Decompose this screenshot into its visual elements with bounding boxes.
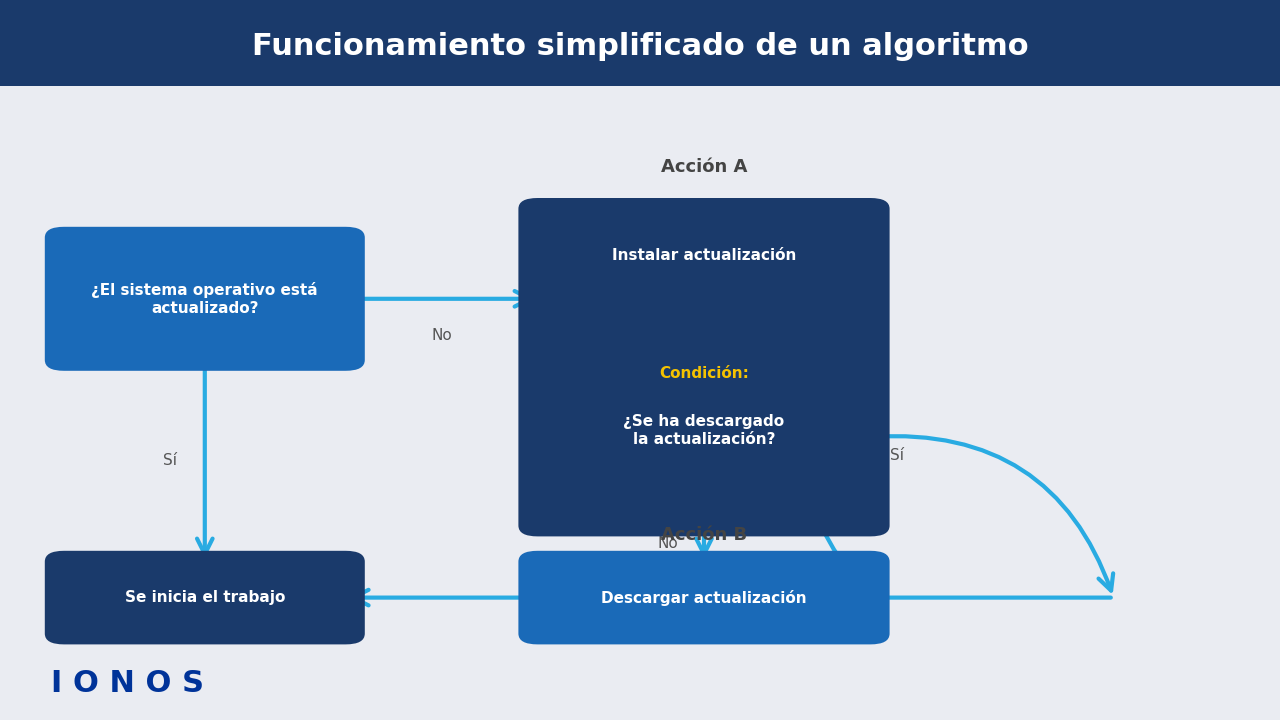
- Text: I O N O S: I O N O S: [51, 670, 205, 698]
- Text: Sí: Sí: [163, 454, 177, 468]
- Text: Condición:: Condición:: [659, 366, 749, 381]
- Text: Acción B: Acción B: [660, 526, 748, 544]
- Text: Se inicia el trabajo: Se inicia el trabajo: [124, 590, 285, 605]
- FancyBboxPatch shape: [0, 0, 1280, 86]
- Text: No: No: [658, 536, 678, 551]
- Text: Funcionamiento simplificado de un algoritmo: Funcionamiento simplificado de un algori…: [252, 32, 1028, 61]
- Text: Instalar actualización: Instalar actualización: [612, 248, 796, 263]
- Text: Acción A: Acción A: [660, 158, 748, 176]
- Text: No: No: [431, 328, 452, 343]
- Text: ¿Se ha descargado
la actualización?: ¿Se ha descargado la actualización?: [623, 415, 785, 446]
- Text: ¿El sistema operativo está
actualizado?: ¿El sistema operativo está actualizado?: [91, 282, 319, 315]
- Text: Sí: Sí: [890, 449, 904, 464]
- Text: Descargar actualización: Descargar actualización: [602, 590, 806, 606]
- FancyBboxPatch shape: [45, 227, 365, 371]
- FancyBboxPatch shape: [518, 198, 890, 536]
- FancyBboxPatch shape: [45, 551, 365, 644]
- FancyBboxPatch shape: [518, 551, 890, 644]
